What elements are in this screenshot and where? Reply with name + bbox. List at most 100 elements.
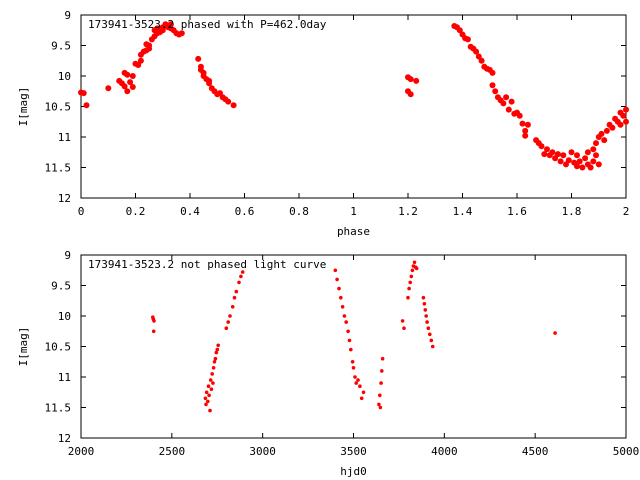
data-point <box>402 326 406 331</box>
y-tick-label: 10 <box>58 70 71 83</box>
data-point <box>425 320 429 324</box>
data-point <box>342 314 347 318</box>
data-point <box>424 314 429 318</box>
data-point <box>410 268 415 273</box>
x-tick-label: 4000 <box>431 445 458 458</box>
data-point <box>478 57 485 64</box>
data-point <box>378 393 382 398</box>
data-point <box>582 155 589 162</box>
data-point <box>623 118 629 125</box>
data-point <box>590 158 597 165</box>
y-tick-label: 10 <box>58 310 71 323</box>
y-tick-label: 9.5 <box>51 40 71 53</box>
data-point <box>232 295 237 300</box>
data-point <box>475 53 482 60</box>
y-tick-label: 11.5 <box>45 402 72 415</box>
x-tick-label: 5000 <box>613 445 640 458</box>
data-point <box>524 121 531 128</box>
data-point <box>603 127 610 134</box>
data-point <box>230 305 235 309</box>
data-point <box>358 384 362 389</box>
data-point <box>204 402 208 407</box>
data-point <box>574 152 580 159</box>
data-point <box>239 274 243 279</box>
data-point <box>422 302 427 306</box>
data-point <box>505 106 512 113</box>
data-point <box>339 295 343 300</box>
data-point <box>124 71 131 78</box>
data-point <box>151 329 156 334</box>
data-point <box>380 356 385 361</box>
x-tick-label: 1.8 <box>562 205 582 218</box>
y-tick-label: 11.5 <box>45 162 72 175</box>
data-point <box>234 289 239 294</box>
data-point <box>129 84 136 90</box>
chart-title: 173941-3523.2 not phased light curve <box>88 258 326 271</box>
data-point <box>409 274 414 279</box>
data-point <box>553 331 557 335</box>
data-point <box>226 320 230 324</box>
data-point <box>225 98 232 105</box>
data-point <box>214 350 219 355</box>
data-point <box>152 319 156 323</box>
y-tick-label: 9.5 <box>51 280 71 293</box>
data-point <box>595 161 602 168</box>
data-point <box>211 381 215 385</box>
data-point <box>503 94 510 101</box>
data-point <box>230 102 237 109</box>
data-point <box>407 76 414 83</box>
data-point <box>522 127 529 134</box>
data-point <box>208 378 213 382</box>
data-point <box>623 106 629 113</box>
data-point <box>208 408 212 413</box>
unphased-light-curve-panel: 2000 2500 3000 3500 4000 4500 5000 9 9.5 10 10.5 11… <box>17 249 639 478</box>
data-point <box>557 158 564 165</box>
x-tick-label: 3500 <box>340 445 367 458</box>
y-tick-label: 12 <box>58 192 71 205</box>
data-point <box>400 319 405 323</box>
y-tick-label: 11 <box>58 131 71 144</box>
data-point <box>464 36 471 43</box>
data-point <box>590 146 597 153</box>
data-point <box>617 121 624 128</box>
data-point <box>408 280 413 285</box>
data-point <box>337 286 341 291</box>
x-tick-label: 2500 <box>159 445 186 458</box>
data-point <box>340 305 345 309</box>
x-axis-label: phase <box>337 225 370 238</box>
data-point <box>428 332 432 337</box>
data-point <box>378 405 383 410</box>
x-tick-label: 1.2 <box>398 205 418 218</box>
data-point <box>609 124 616 131</box>
data-point <box>344 320 349 324</box>
data-point <box>516 112 523 119</box>
data-point <box>240 270 245 274</box>
x-tick-label: 0.4 <box>180 205 200 218</box>
data-point <box>129 73 136 79</box>
data-point <box>211 366 216 370</box>
x-tick-label: 4500 <box>522 445 549 458</box>
x-tick-label: 0.2 <box>126 205 146 218</box>
plot-frame <box>80 254 627 439</box>
data-point <box>159 27 166 34</box>
data-point <box>500 100 507 107</box>
y-tick-label: 10.5 <box>45 101 72 114</box>
data-point <box>377 402 381 407</box>
data-point <box>549 149 556 156</box>
data-point <box>412 260 417 265</box>
data-point <box>429 338 434 343</box>
data-point <box>421 295 426 300</box>
data-point <box>406 295 410 300</box>
y-tick-label: 9 <box>64 249 71 262</box>
x-tick-label: 0.6 <box>235 205 255 218</box>
data-point <box>489 82 496 89</box>
data-point <box>473 48 480 55</box>
x-tick-label: 0.8 <box>289 205 309 218</box>
data-point <box>356 378 360 382</box>
data-point <box>423 308 428 312</box>
data-point <box>601 137 608 144</box>
data-point <box>407 91 414 98</box>
data-point <box>522 132 529 139</box>
data-point <box>407 286 411 291</box>
